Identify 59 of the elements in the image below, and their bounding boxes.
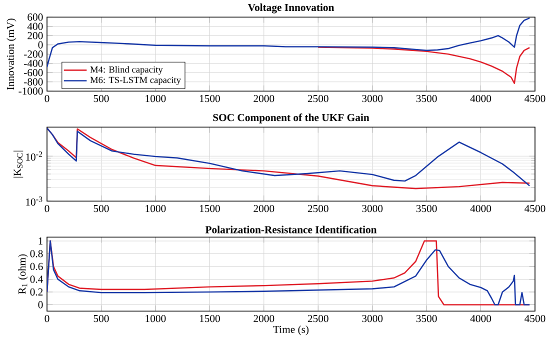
line-series (317, 46, 530, 84)
y-tick-label: 10$^{-3}$ (26, 196, 42, 206)
y-tick-label: 400 (27, 22, 43, 30)
y-tick-label: 600 (28, 13, 43, 21)
x-tick-label: 1500 (200, 314, 220, 322)
x-tick-label: 3000 (362, 314, 383, 322)
x-tick-label: 0 (44, 94, 50, 102)
legend-label: M6: TS-LSTM capacity (90, 76, 181, 85)
line-series (47, 240, 530, 306)
x-tick-label: 1500 (200, 94, 220, 102)
y-tick-label: 0 (38, 41, 43, 48)
y-axis-title: Innovation (mV) (6, 18, 16, 90)
x-tick-label: 4000 (470, 94, 492, 102)
x-tick-label: 3500 (416, 94, 437, 102)
x-tick-label: 1000 (146, 314, 166, 322)
x-tick-label: 1000 (146, 204, 166, 212)
y-axis-title: R$_{1}$ (ohm) (18, 254, 28, 294)
x-tick-label: 500 (94, 314, 109, 322)
x-tick-label: 500 (94, 204, 109, 212)
x-tick-label: 0 (44, 314, 50, 322)
y-tick-label: 0.6 (30, 262, 43, 270)
x-tick-label: 4500 (524, 314, 546, 322)
x-tick-label: 4500 (524, 94, 546, 102)
x-tick-label: 500 (94, 94, 109, 102)
x-tick-label: 1500 (200, 204, 220, 212)
x-tick-label: 3000 (362, 204, 383, 212)
x-tick-label: 2500 (308, 204, 328, 212)
y-tick-label: 0.2 (30, 288, 43, 296)
y-tick-label: -800 (24, 78, 43, 86)
x-axis-title: Time (s) (273, 325, 309, 336)
chart-title: SOC Component of the UKF Gain (213, 113, 370, 124)
x-tick-label: 4500 (524, 204, 546, 212)
x-tick-label: 0 (44, 204, 50, 212)
x-tick-label: 1000 (146, 94, 166, 102)
x-tick-label: 3500 (416, 314, 437, 322)
legend-label: M4: Blind capacity (90, 66, 163, 75)
chart-title: Voltage Innovation (248, 3, 334, 14)
x-tick-label: 2500 (308, 94, 328, 102)
y-tick-label: -1000 (18, 87, 43, 95)
x-tick-label: 2000 (254, 204, 274, 212)
y-tick-label: 0.4 (30, 276, 44, 283)
x-tick-label: 3000 (362, 94, 383, 102)
y-tick-label: -200 (24, 50, 43, 58)
y-axis-title: |K$_{SOC}$| (13, 150, 24, 178)
y-tick-label: -400 (24, 60, 43, 67)
x-tick-label: 2000 (254, 314, 274, 322)
y-tick-label: 1 (38, 237, 43, 244)
y-tick-label: 10$^{-2}$ (26, 151, 42, 161)
x-tick-label: 2500 (308, 314, 328, 322)
x-tick-label: 4000 (470, 314, 492, 322)
y-tick-label: 0.8 (30, 250, 43, 258)
x-tick-label: 3500 (416, 204, 437, 212)
y-tick-label: 200 (28, 32, 43, 40)
y-tick-label: -600 (24, 68, 43, 76)
chart-title: Polarization-Resistance Identification (205, 226, 377, 234)
line-series (47, 17, 530, 68)
x-tick-label: 2000 (254, 94, 274, 102)
x-tick-label: 4000 (470, 204, 492, 212)
y-tick-label: 0 (38, 301, 43, 308)
